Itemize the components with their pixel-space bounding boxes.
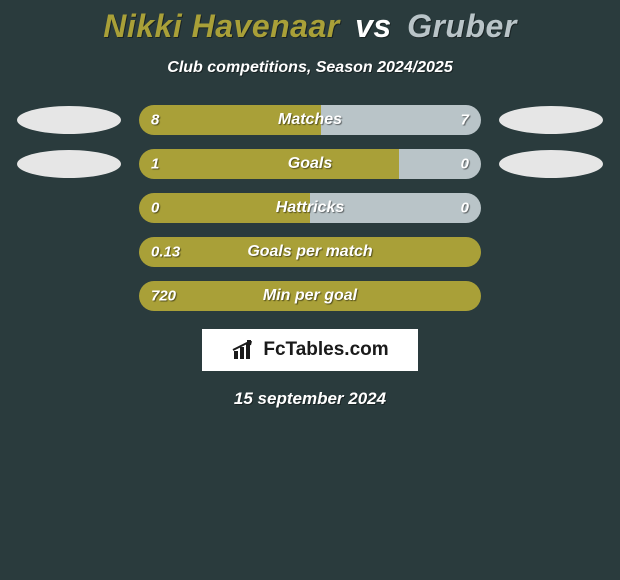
stat-bar: 0.13 Goals per match <box>139 237 481 267</box>
stat-label: Goals per match <box>247 243 372 261</box>
stat-label: Goals <box>288 155 332 173</box>
stat-bar: 8 7 Matches <box>139 105 481 135</box>
subtitle: Club competitions, Season 2024/2025 <box>0 59 620 77</box>
left-value: 0.13 <box>151 244 180 261</box>
left-value: 8 <box>151 112 159 129</box>
ellipse-spacer <box>499 282 603 310</box>
stat-bar: 720 Min per goal <box>139 281 481 311</box>
player2-ellipse <box>499 106 603 134</box>
stat-rows: 8 7 Matches 1 0 Goals 0 0 Hattricks 0.13 Goals per… <box>0 105 620 311</box>
right-value: 0 <box>461 200 469 217</box>
bar-chart-icon <box>231 339 259 361</box>
left-value: 0 <box>151 200 159 217</box>
stat-row: 1 0 Goals <box>0 149 620 179</box>
player1-ellipse <box>17 150 121 178</box>
right-value: 0 <box>461 156 469 173</box>
source-logo: FcTables.com <box>202 329 418 371</box>
player1-name: Nikki Havenaar <box>103 8 339 44</box>
left-value: 1 <box>151 156 159 173</box>
ellipse-spacer <box>499 238 603 266</box>
bar-left-fill <box>139 149 399 179</box>
stat-row: 720 Min per goal <box>0 281 620 311</box>
ellipse-spacer <box>17 194 121 222</box>
stat-bar: 1 0 Goals <box>139 149 481 179</box>
stat-bar: 0 0 Hattricks <box>139 193 481 223</box>
stat-row: 0 0 Hattricks <box>0 193 620 223</box>
right-value: 7 <box>461 112 469 129</box>
main-title: Nikki Havenaar vs Gruber <box>0 8 620 45</box>
player1-ellipse <box>17 106 121 134</box>
stat-label: Min per goal <box>263 287 357 305</box>
logo-text: FcTables.com <box>263 339 388 361</box>
vs-text: vs <box>355 8 392 44</box>
ellipse-spacer <box>17 238 121 266</box>
left-value: 720 <box>151 288 176 305</box>
stat-label: Hattricks <box>276 199 344 217</box>
ellipse-spacer <box>499 194 603 222</box>
stat-row: 8 7 Matches <box>0 105 620 135</box>
stat-row: 0.13 Goals per match <box>0 237 620 267</box>
ellipse-spacer <box>17 282 121 310</box>
comparison-infographic: Nikki Havenaar vs Gruber Club competitio… <box>0 0 620 409</box>
player2-ellipse <box>499 150 603 178</box>
bar-right-fill <box>321 105 481 135</box>
player2-name: Gruber <box>407 8 517 44</box>
stat-label: Matches <box>278 111 342 129</box>
date: 15 september 2024 <box>0 389 620 409</box>
